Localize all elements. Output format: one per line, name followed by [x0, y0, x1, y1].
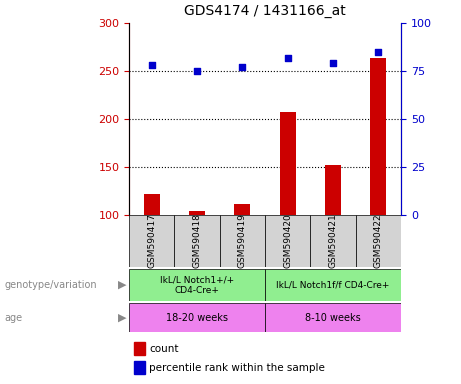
Point [239, 64, 246, 70]
Text: age: age [5, 313, 23, 323]
Text: genotype/variation: genotype/variation [5, 280, 97, 290]
Text: GSM590421: GSM590421 [329, 214, 337, 268]
Bar [371, 58, 386, 215]
Bar [144, 194, 160, 215]
Bar [189, 211, 205, 215]
Bar [134, 342, 145, 355]
Text: count: count [149, 344, 179, 354]
FancyBboxPatch shape [265, 269, 401, 301]
Point [375, 49, 382, 55]
Text: IkL/L Notch1f/f CD4-Cre+: IkL/L Notch1f/f CD4-Cre+ [277, 281, 390, 290]
Text: IkL/L Notch1+/+
CD4-Cre+: IkL/L Notch1+/+ CD4-Cre+ [160, 275, 234, 295]
Text: 18-20 weeks: 18-20 weeks [166, 313, 228, 323]
Bar [134, 361, 145, 374]
Text: ▶: ▶ [118, 313, 126, 323]
FancyBboxPatch shape [129, 303, 265, 332]
FancyBboxPatch shape [129, 215, 174, 267]
FancyBboxPatch shape [129, 269, 265, 301]
FancyBboxPatch shape [220, 215, 265, 267]
Point [284, 55, 291, 61]
Text: GSM590422: GSM590422 [374, 214, 383, 268]
Bar [235, 204, 250, 215]
Text: ▶: ▶ [118, 280, 126, 290]
Bar [325, 165, 341, 215]
FancyBboxPatch shape [356, 215, 401, 267]
FancyBboxPatch shape [265, 215, 310, 267]
Text: GSM590420: GSM590420 [283, 214, 292, 268]
Point [148, 62, 155, 68]
FancyBboxPatch shape [265, 303, 401, 332]
Text: GSM590417: GSM590417 [147, 214, 156, 268]
Text: percentile rank within the sample: percentile rank within the sample [149, 363, 325, 373]
Text: 8-10 weeks: 8-10 weeks [305, 313, 361, 323]
Text: GSM590418: GSM590418 [193, 214, 201, 268]
Title: GDS4174 / 1431166_at: GDS4174 / 1431166_at [184, 4, 346, 18]
FancyBboxPatch shape [310, 215, 356, 267]
Bar [280, 112, 296, 215]
Point [329, 60, 337, 66]
Point [194, 68, 201, 74]
FancyBboxPatch shape [174, 215, 220, 267]
Text: GSM590419: GSM590419 [238, 214, 247, 268]
